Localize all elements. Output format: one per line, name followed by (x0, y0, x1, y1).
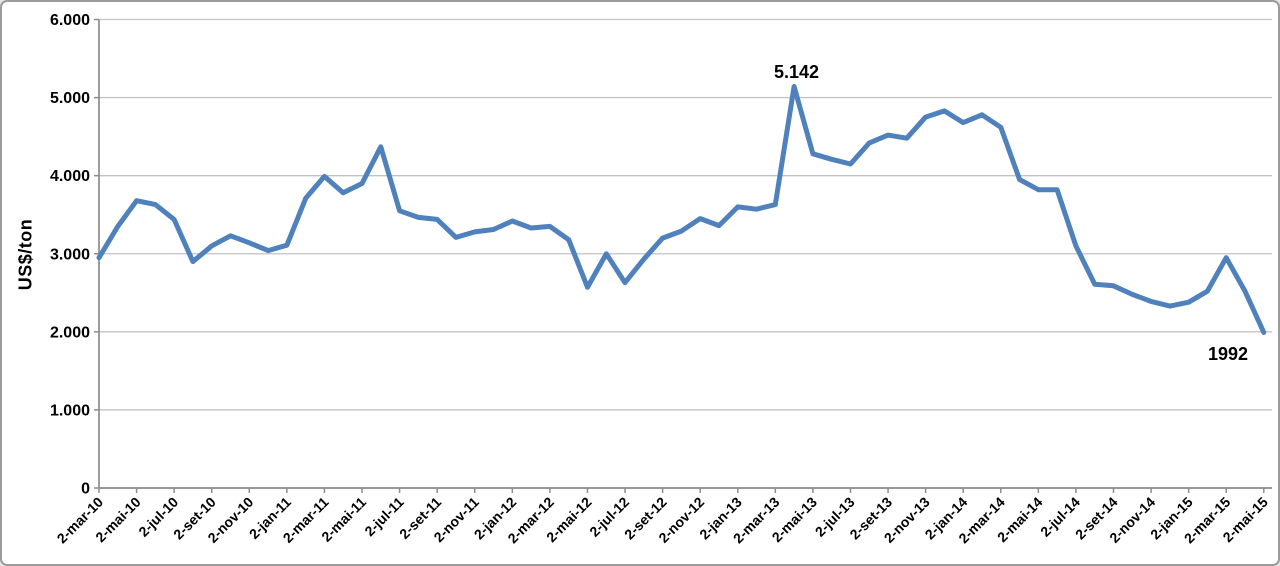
peak-annotation: 5.142 (774, 62, 820, 82)
y-axis-label: 1.000 (50, 402, 90, 419)
y-axis-title: US$/ton (15, 218, 36, 291)
y-axis-label: 4.000 (50, 168, 90, 185)
y-axis-label: 3.000 (50, 246, 90, 263)
end-annotation: 1992 (1208, 344, 1249, 364)
y-axis-label: 5.000 (50, 90, 90, 107)
price-line (96, 84, 1267, 335)
y-axis-label: 6.000 (50, 12, 90, 29)
y-axis-label: 2.000 (50, 324, 90, 341)
y-axis-label: 0 (81, 481, 90, 498)
